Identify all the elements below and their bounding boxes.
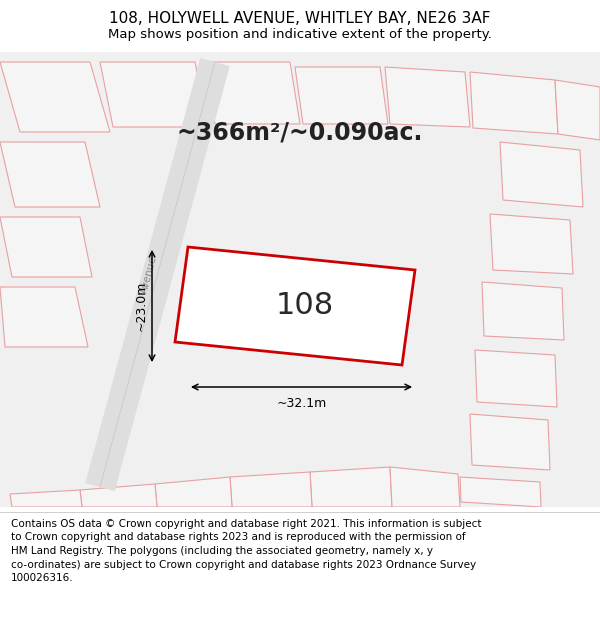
Polygon shape [555, 80, 600, 140]
Polygon shape [230, 472, 312, 507]
Text: Contains OS data © Crown copyright and database right 2021. This information is : Contains OS data © Crown copyright and d… [11, 519, 481, 583]
Text: ~23.0m: ~23.0m [135, 281, 148, 331]
Polygon shape [475, 350, 557, 407]
Text: 108, HOLYWELL AVENUE, WHITLEY BAY, NE26 3AF: 108, HOLYWELL AVENUE, WHITLEY BAY, NE26 … [109, 11, 491, 26]
Polygon shape [470, 72, 558, 134]
Polygon shape [0, 62, 110, 132]
Polygon shape [310, 467, 392, 507]
Polygon shape [500, 142, 583, 207]
Polygon shape [155, 477, 232, 507]
Polygon shape [0, 217, 92, 277]
Text: 108: 108 [276, 291, 334, 321]
Polygon shape [100, 62, 208, 127]
Polygon shape [210, 259, 383, 349]
Polygon shape [385, 67, 470, 127]
Polygon shape [10, 490, 82, 507]
Text: Map shows position and indicative extent of the property.: Map shows position and indicative extent… [108, 28, 492, 41]
Text: Avenue: Avenue [140, 254, 160, 294]
Text: ~366m²/~0.090ac.: ~366m²/~0.090ac. [177, 120, 423, 144]
Polygon shape [482, 282, 564, 340]
Polygon shape [470, 414, 550, 470]
Text: ~32.1m: ~32.1m [277, 397, 326, 410]
Polygon shape [205, 62, 300, 124]
Polygon shape [460, 477, 541, 507]
Polygon shape [175, 247, 415, 365]
Polygon shape [0, 287, 88, 347]
Polygon shape [490, 214, 573, 274]
Polygon shape [295, 67, 388, 124]
Polygon shape [80, 484, 157, 507]
Polygon shape [390, 467, 460, 507]
Polygon shape [0, 142, 100, 207]
